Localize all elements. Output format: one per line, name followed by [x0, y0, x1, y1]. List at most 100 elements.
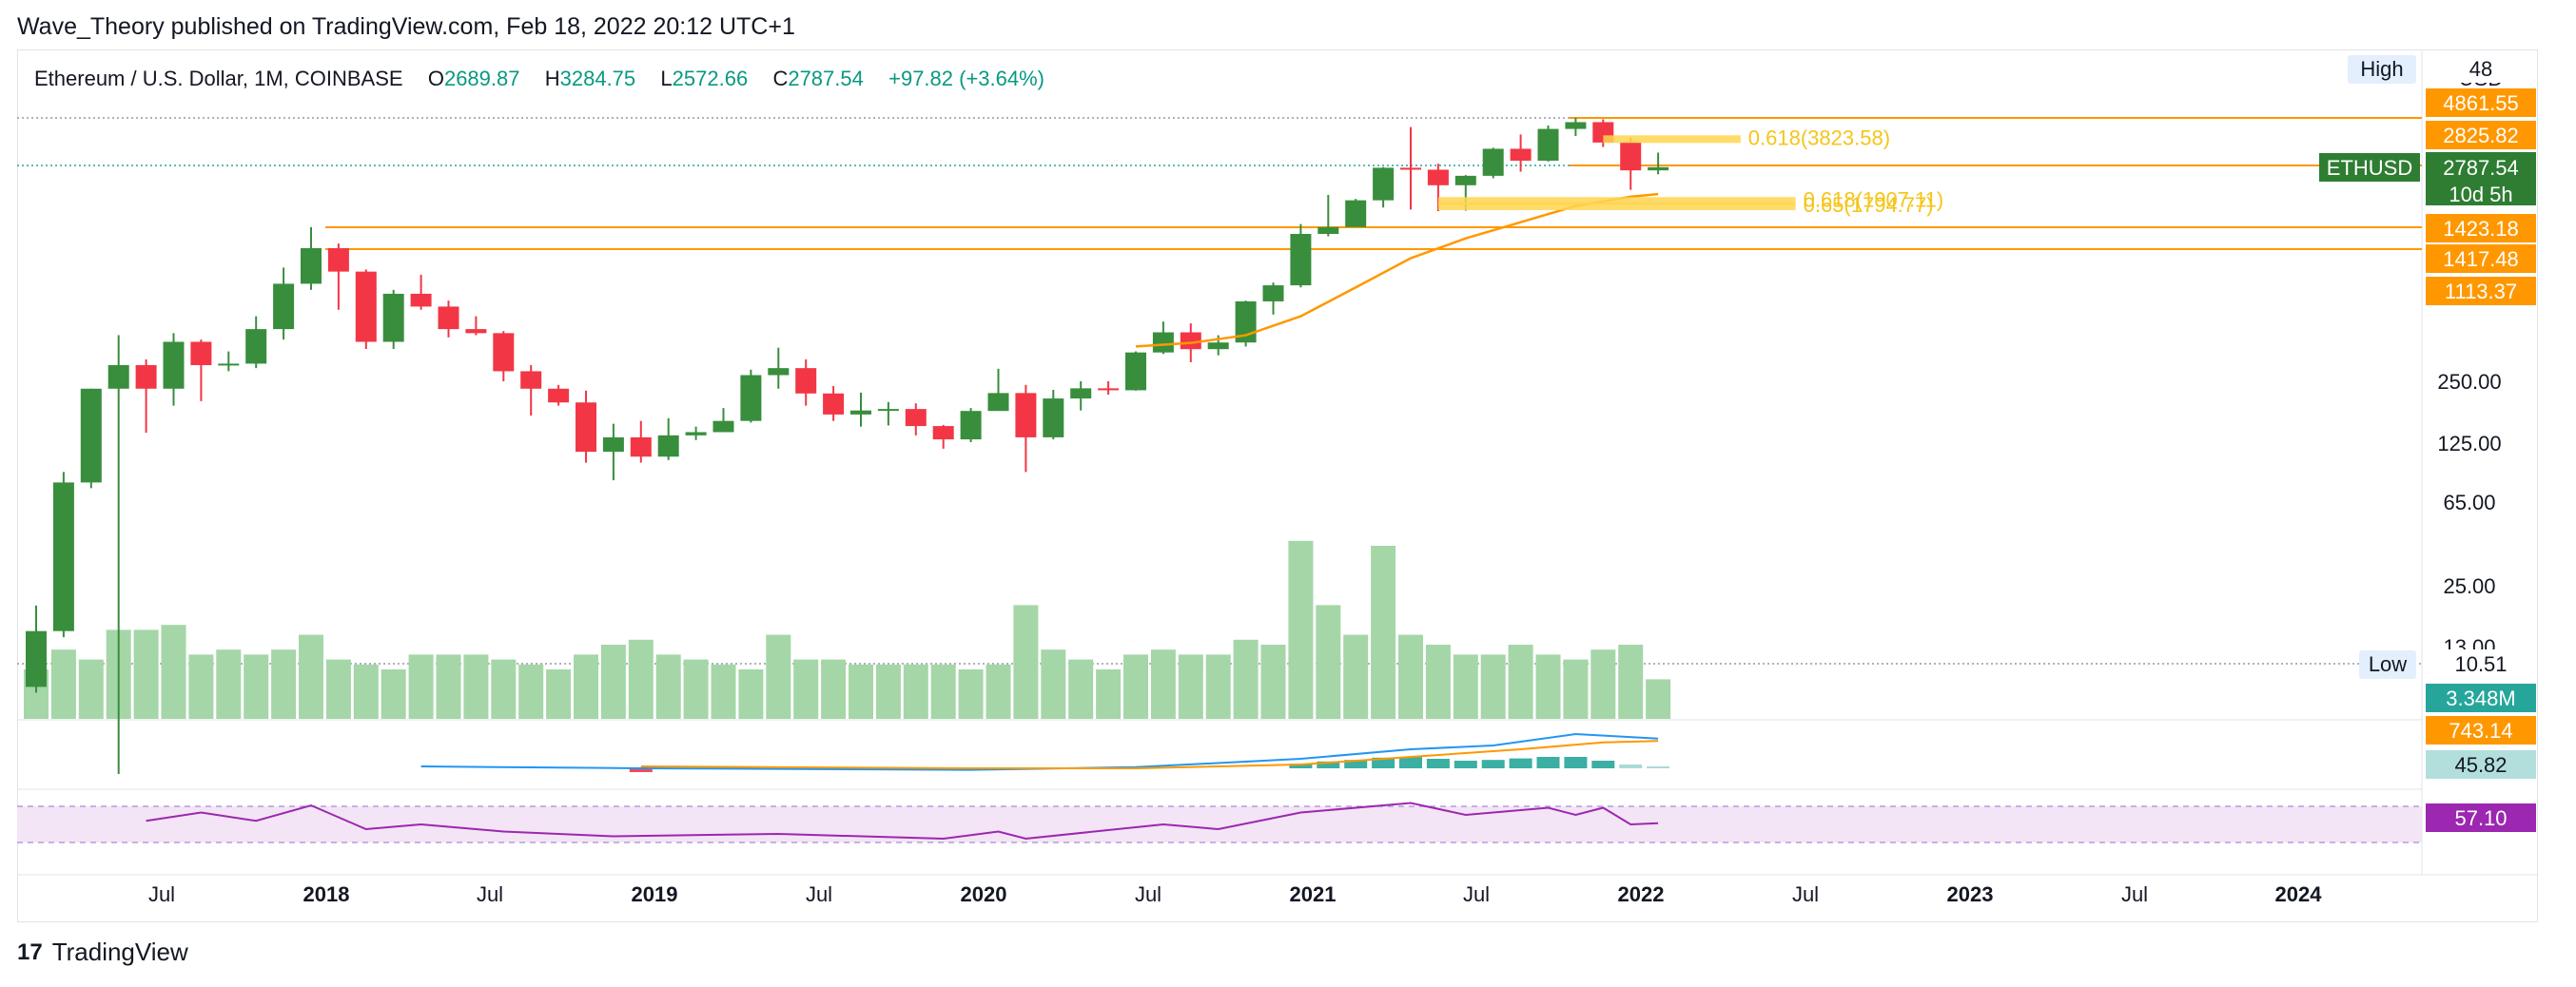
x-tick-label: Jul	[2121, 882, 2148, 906]
volume-bar	[1178, 654, 1203, 719]
volume-bar	[875, 664, 901, 719]
volume-bar	[711, 664, 736, 719]
volume-bar	[271, 649, 297, 719]
macd-histogram-bar	[1344, 760, 1368, 768]
candle-body	[1070, 388, 1092, 399]
volume-bar	[1123, 654, 1148, 719]
volume-bar	[244, 654, 269, 719]
y-tick-label: 125.00	[2437, 432, 2501, 455]
change-value: +97.82 (+3.64%)	[888, 67, 1045, 90]
volume-bar	[986, 664, 1011, 719]
volume-bar	[1068, 659, 1094, 719]
ethusd-countdown: 10d 5h	[2449, 183, 2512, 206]
level-tag-value-bg	[2426, 214, 2536, 242]
volume-bar	[546, 669, 572, 719]
level-tag-value-bg	[2426, 88, 2536, 117]
close-value: 2787.54	[788, 67, 864, 90]
candle-body	[795, 368, 817, 394]
candle-body	[245, 329, 267, 364]
candle-body	[768, 368, 790, 376]
volume-tag-value-bg	[2426, 684, 2536, 712]
x-tick-label: 2024	[2275, 882, 2323, 906]
volume-bar	[1590, 649, 1616, 719]
low-tag-value: 10.51	[2454, 652, 2507, 676]
volume-bar	[216, 649, 242, 719]
macd-histogram-bar	[1564, 757, 1588, 768]
low-value: 2572.66	[672, 67, 749, 90]
volume-bar	[381, 669, 406, 719]
macd-tag-value-bg	[2426, 716, 2536, 745]
candle-body	[273, 283, 295, 330]
volume-bar	[574, 654, 598, 719]
volume-bar	[1371, 546, 1396, 719]
x-tick-label: Jul	[1463, 882, 1490, 906]
candle-body	[905, 409, 927, 427]
candle-body	[327, 247, 349, 272]
fib-level-band	[1437, 197, 1796, 205]
volume-bar	[1205, 654, 1231, 719]
x-tick-label: 2018	[303, 882, 350, 906]
x-tick-label: Jul	[1135, 882, 1161, 906]
candle-body	[1207, 342, 1229, 350]
volume-bar	[1480, 654, 1506, 719]
ethusd-value-bg	[2426, 152, 2536, 205]
ethusd-label-bg	[2319, 153, 2420, 182]
macd-histogram-bar	[1591, 761, 1615, 768]
x-tick-label: Jul	[1792, 882, 1819, 906]
tradingview-brand[interactable]: TradingView	[51, 938, 188, 966]
candle-body	[1400, 167, 1421, 170]
macd-line	[420, 732, 1659, 771]
volume-tag-value: 3.348M	[2446, 687, 2515, 710]
volume-bar	[491, 659, 517, 719]
high-value: 3284.75	[559, 67, 636, 90]
volume-bar	[600, 645, 626, 719]
x-tick-label: Jul	[148, 882, 175, 906]
volume-bar	[78, 659, 104, 719]
candle-body	[520, 371, 542, 389]
candle-body	[685, 432, 707, 435]
x-tick-label: 2019	[632, 882, 678, 906]
candle-body	[301, 247, 322, 284]
tradingview-logo-icon[interactable]: 17	[17, 939, 43, 965]
volume-bar	[133, 629, 159, 719]
volume-bar	[463, 654, 489, 719]
candle-body	[1345, 200, 1367, 227]
rsi-tag-value-bg	[2426, 803, 2536, 832]
level-tag-value-bg	[2426, 121, 2536, 149]
volume-bar	[161, 625, 186, 719]
open-label: O	[427, 67, 444, 90]
symbol-name[interactable]: Ethereum / U.S. Dollar, 1M, COINBASE	[34, 67, 403, 90]
macd-histogram-bar	[1454, 761, 1477, 768]
candle-body	[438, 306, 459, 330]
candle-body	[1015, 393, 1037, 437]
volume-bar	[1508, 645, 1533, 719]
close-label: C	[772, 67, 789, 90]
macd-histogram-bar	[1619, 764, 1643, 768]
candle-body	[135, 364, 157, 389]
volume-bar	[849, 664, 873, 719]
macd-histogram-bar	[629, 768, 653, 772]
publisher-caption: Wave_Theory published on TradingView.com…	[17, 13, 795, 40]
candle-body	[1565, 122, 1587, 129]
volume-bar	[1425, 645, 1451, 719]
volume-bar	[793, 659, 819, 719]
candle-body	[1290, 233, 1312, 286]
candle-body	[1620, 142, 1642, 171]
low-tag-label-bg	[2359, 650, 2416, 679]
candle-body	[740, 375, 762, 421]
volume-bar	[1453, 654, 1478, 719]
y-tick-label: 65.00	[2443, 491, 2495, 514]
candle-body	[960, 411, 982, 440]
volume-bar	[1563, 659, 1589, 719]
candle-body	[1262, 285, 1284, 301]
fib-level-label: 0.65(1794.77)	[1804, 193, 1934, 217]
candle-body	[1454, 175, 1476, 185]
candle-body	[52, 482, 74, 631]
volume-bar	[1288, 540, 1314, 719]
volume-bar	[325, 659, 351, 719]
low-tag-label: Low	[2369, 652, 2407, 676]
volume-bar	[683, 659, 709, 719]
candle-body	[1510, 148, 1532, 161]
candle-body	[1043, 398, 1064, 437]
